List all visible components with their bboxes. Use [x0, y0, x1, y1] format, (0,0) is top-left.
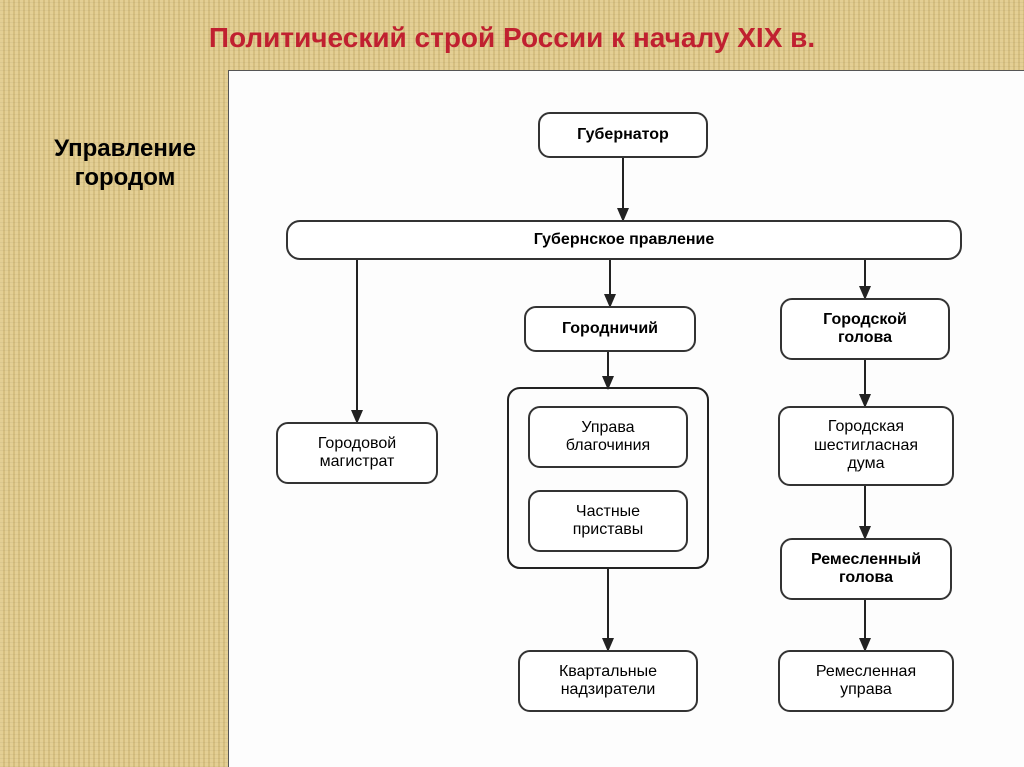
node-remgolova: Ремесленныйголова — [780, 538, 952, 600]
node-shestiglas: Городскаяшестигласнаядума — [778, 406, 954, 486]
node-magistrat: Городовоймагистрат — [276, 422, 438, 484]
node-uprava: Управаблагочиния — [528, 406, 688, 468]
node-pristavy: Частныеприставы — [528, 490, 688, 552]
slide-subtitle: Управлениегородом — [30, 135, 220, 193]
node-nadzirateli: Квартальныенадзиратели — [518, 650, 698, 712]
node-remuprava: Ремесленнаяуправа — [778, 650, 954, 712]
node-gubpravlenie: Губернское правление — [286, 220, 962, 260]
slide-page: Политический строй России к началу XIX в… — [0, 0, 1024, 767]
node-gorodnichiy: Городничий — [524, 306, 696, 352]
node-gubernator: Губернатор — [538, 112, 708, 158]
slide-title: Политический строй России к началу XIX в… — [0, 22, 1024, 54]
node-gorgolova: Городскойголова — [780, 298, 950, 360]
